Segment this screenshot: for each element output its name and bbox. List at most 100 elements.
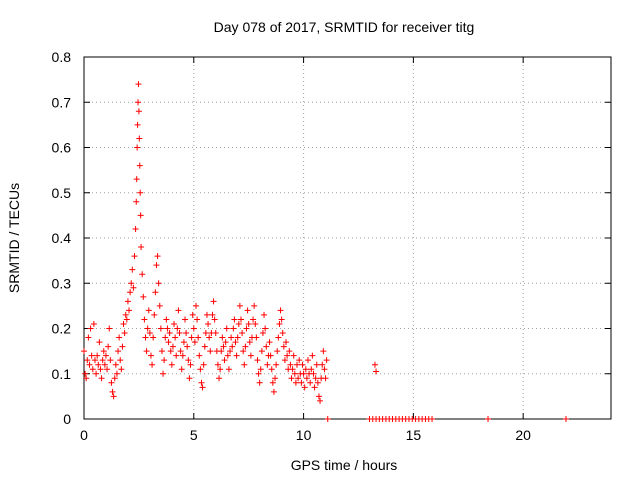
data-point: [217, 366, 224, 373]
data-point: [261, 311, 268, 318]
data-point: [283, 339, 290, 346]
data-point: [174, 325, 181, 332]
y-tick-label: 0.1: [52, 366, 72, 382]
data-point: [304, 357, 311, 364]
data-point: [238, 316, 245, 323]
data-point: [106, 325, 113, 332]
data-point: [273, 361, 280, 368]
data-point: [314, 379, 321, 386]
data-point: [139, 271, 146, 278]
data-point: [83, 375, 90, 382]
data-point: [227, 348, 234, 355]
data-point: [196, 352, 203, 359]
data-point: [127, 289, 134, 296]
data-point: [275, 334, 282, 341]
y-axis-label: SRMTID / TECUs: [6, 183, 22, 293]
data-point: [86, 361, 93, 368]
data-point: [287, 361, 294, 368]
data-point: [186, 375, 193, 382]
data-point: [185, 357, 192, 364]
data-point: [118, 366, 125, 373]
data-point: [156, 302, 163, 309]
data-point: [188, 334, 195, 341]
data-point: [252, 320, 259, 327]
data-point: [134, 144, 141, 151]
data-point: [175, 307, 182, 314]
data-point: [315, 393, 322, 400]
data-point: [167, 348, 174, 355]
data-point: [373, 368, 380, 375]
data-point: [155, 280, 162, 287]
data-point: [205, 320, 212, 327]
data-points: [81, 81, 569, 422]
data-point: [371, 361, 378, 368]
data-point: [203, 311, 210, 318]
data-point: [89, 366, 96, 373]
data-point: [98, 375, 105, 382]
data-point: [120, 320, 127, 327]
data-point: [190, 325, 197, 332]
data-point: [268, 366, 275, 373]
data-point: [176, 330, 183, 337]
data-point: [274, 348, 281, 355]
data-point: [138, 244, 145, 251]
data-point: [150, 334, 157, 341]
data-point: [133, 176, 140, 183]
y-tick-label: 0.5: [52, 185, 72, 201]
data-point: [220, 343, 227, 350]
data-point: [134, 121, 141, 128]
data-point: [173, 352, 180, 359]
data-point: [128, 280, 135, 287]
x-tick-label: 20: [515, 427, 531, 443]
x-tick-labels: 0 5 10 15 20: [80, 427, 531, 443]
data-point: [236, 302, 243, 309]
data-point: [319, 361, 326, 368]
data-point: [216, 375, 223, 382]
data-point: [90, 320, 97, 327]
data-point: [91, 357, 98, 364]
data-point: [166, 330, 173, 337]
data-point: [133, 198, 140, 205]
data-point: [130, 284, 137, 291]
data-point: [102, 352, 109, 359]
data-point: [192, 302, 199, 309]
data-point: [224, 352, 231, 359]
data-point: [225, 366, 232, 373]
data-point: [200, 361, 207, 368]
data-point: [323, 357, 330, 364]
data-point: [223, 325, 230, 332]
data-point: [309, 352, 316, 359]
data-point: [230, 325, 237, 332]
data-point: [117, 357, 124, 364]
data-point: [169, 343, 176, 350]
data-point: [129, 266, 136, 273]
data-point: [108, 379, 115, 386]
data-point: [218, 348, 225, 355]
data-point: [255, 370, 262, 377]
data-point: [137, 189, 144, 196]
x-tick-label: 5: [190, 427, 198, 443]
data-point: [291, 370, 298, 377]
data-point: [93, 370, 100, 377]
data-point: [307, 379, 314, 386]
chart-title: Day 078 of 2017, SRMTID for receiver tit…: [214, 19, 475, 35]
y-tick-label: 0.2: [52, 321, 72, 337]
data-point: [264, 361, 271, 368]
data-point: [82, 370, 89, 377]
data-point: [100, 348, 107, 355]
data-point: [209, 311, 216, 318]
data-point: [295, 375, 302, 382]
data-point: [189, 311, 196, 318]
data-point: [302, 366, 309, 373]
data-point: [299, 361, 306, 368]
data-point: [281, 357, 288, 364]
data-point: [115, 348, 122, 355]
data-point: [161, 357, 168, 364]
data-point: [256, 379, 263, 386]
data-point: [242, 343, 249, 350]
data-point: [88, 352, 95, 359]
data-point: [168, 361, 175, 368]
data-point: [141, 316, 148, 323]
data-point: [153, 262, 160, 269]
data-point: [147, 352, 154, 359]
